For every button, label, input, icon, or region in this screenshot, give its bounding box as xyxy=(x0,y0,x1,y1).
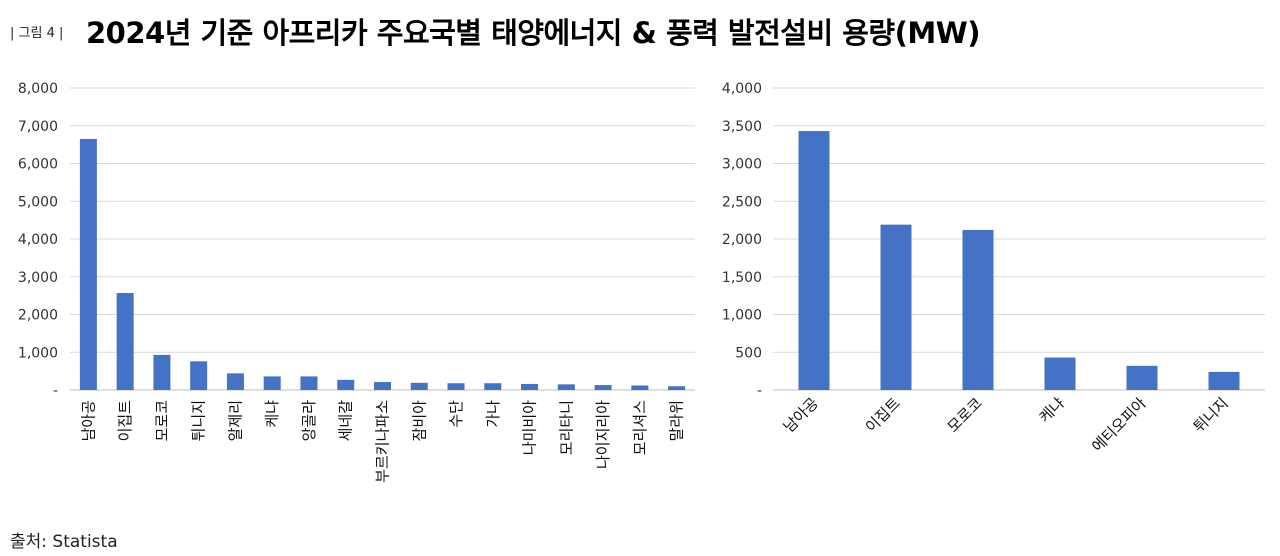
x-tick-label: 알제리 xyxy=(226,400,244,441)
y-tick-label: - xyxy=(757,383,762,399)
x-tick-label: 모로코 xyxy=(153,400,171,441)
y-tick-label: 6,000 xyxy=(18,157,58,173)
x-tick-label: 수단 xyxy=(447,400,465,428)
bar xyxy=(631,385,649,390)
bar xyxy=(116,292,134,390)
y-tick-label: 3,500 xyxy=(722,119,762,135)
y-tick-label: 5,000 xyxy=(18,194,58,210)
bar xyxy=(79,138,97,390)
y-tick-label: 3,000 xyxy=(722,157,762,173)
y-tick-label: 1,500 xyxy=(722,270,762,286)
bar xyxy=(880,224,912,390)
y-tick-label: 8,000 xyxy=(18,81,58,97)
x-tick-label: 부르키나파소 xyxy=(374,400,392,483)
x-tick-label: 모리셔스 xyxy=(631,400,649,455)
x-tick-label: 튀니지 xyxy=(1190,394,1232,436)
source-note: 출처: Statista xyxy=(10,532,118,552)
y-tick-label: 3,000 xyxy=(18,270,58,286)
y-tick-label: 2,000 xyxy=(722,232,762,248)
y-tick-label: 500 xyxy=(735,345,762,361)
y-tick-label: - xyxy=(53,383,58,399)
y-tick-label: 1,000 xyxy=(722,308,762,324)
bar xyxy=(1126,365,1158,390)
figure-label: | 그림 4 | xyxy=(10,26,64,41)
bar xyxy=(447,383,465,390)
bar xyxy=(226,373,244,390)
bar xyxy=(410,382,428,390)
x-tick-label: 이집트 xyxy=(862,394,904,436)
bar xyxy=(153,354,171,390)
x-tick-label: 튀니지 xyxy=(190,400,208,441)
bar xyxy=(668,386,686,390)
bar xyxy=(190,361,208,390)
x-tick-label: 나미비아 xyxy=(521,400,539,455)
x-tick-label: 남아공 xyxy=(780,394,822,436)
x-tick-label: 잠비아 xyxy=(410,400,428,442)
x-tick-label: 모리타니 xyxy=(557,400,575,455)
x-tick-label: 남아공 xyxy=(79,400,97,441)
x-tick-label: 말라위 xyxy=(668,400,686,441)
bar xyxy=(962,229,994,390)
bar xyxy=(374,382,391,390)
x-tick-label: 앙골라 xyxy=(300,400,318,442)
y-tick-label: 4,000 xyxy=(722,81,762,97)
bar xyxy=(1044,357,1076,390)
x-tick-label: 케냐 xyxy=(263,400,281,428)
y-tick-label: 1,000 xyxy=(18,345,58,361)
x-tick-label: 에티오피아 xyxy=(1088,394,1150,456)
x-tick-label: 가나 xyxy=(484,400,502,428)
bar xyxy=(1208,371,1240,390)
x-tick-label: 케냐 xyxy=(1036,394,1068,426)
bar xyxy=(557,384,575,390)
chart-title: 2024년 기준 아프리카 주요국별 태양에너지 & 풍력 발전설비 용량(MW… xyxy=(86,16,980,50)
x-tick-label: 세네갈 xyxy=(337,400,355,442)
bar xyxy=(337,379,355,390)
y-tick-label: 7,000 xyxy=(18,119,58,135)
y-tick-label: 2,500 xyxy=(722,194,762,210)
y-tick-label: 2,000 xyxy=(18,308,58,324)
y-tick-label: 4,000 xyxy=(18,232,58,248)
x-tick-label: 이집트 xyxy=(116,400,134,442)
bar xyxy=(484,383,502,390)
bar xyxy=(521,383,539,390)
x-tick-label: 나이지리아 xyxy=(594,400,612,469)
bar xyxy=(594,385,612,390)
x-tick-label: 모로코 xyxy=(944,394,986,436)
bar xyxy=(300,376,318,390)
bar xyxy=(263,376,281,390)
bar xyxy=(798,131,830,390)
